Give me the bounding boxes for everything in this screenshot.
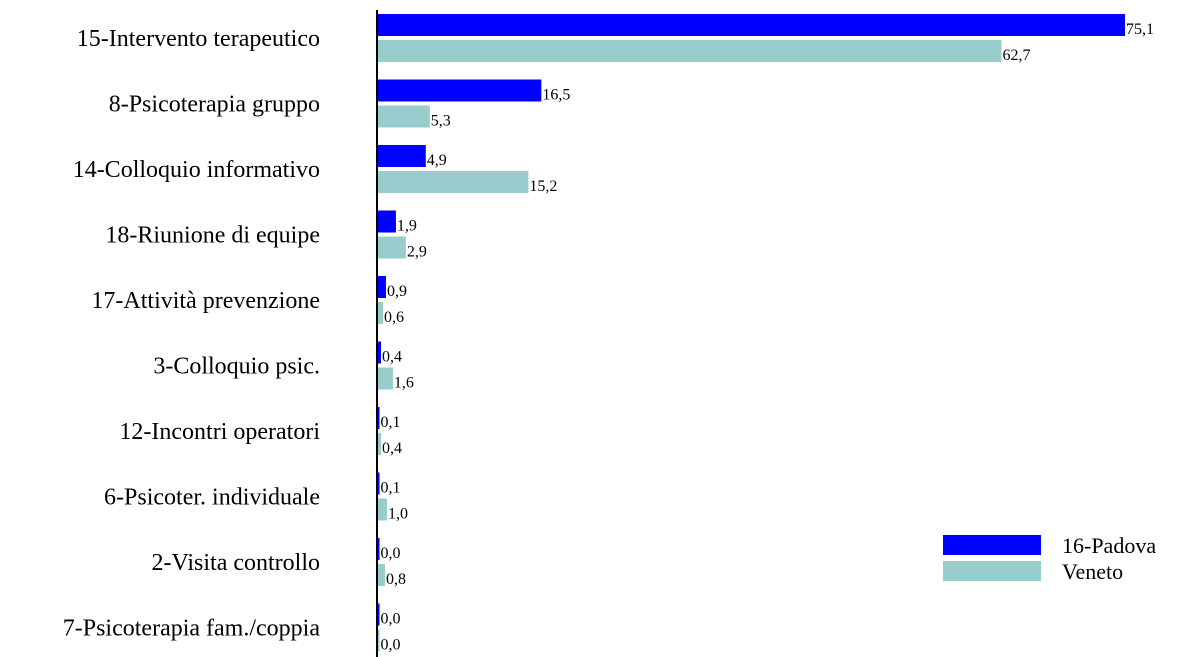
bar-padova [377, 210, 396, 233]
data-label: 0,1 [381, 414, 401, 431]
category-label: 8-Psicoterapia gruppo [109, 92, 320, 118]
bar-veneto [377, 105, 430, 128]
legend-label: Veneto [1062, 559, 1123, 584]
category-label: 2-Visita controllo [151, 550, 320, 576]
data-label: 5,3 [431, 113, 451, 130]
data-label: 62,7 [1002, 47, 1030, 64]
bar-veneto [377, 367, 393, 390]
category-labels: 15-Intervento terapeutico 8-Psicoterapia … [63, 26, 321, 642]
data-label: 1,6 [394, 375, 414, 392]
bar-veneto [377, 629, 380, 652]
bar-padova [377, 14, 1125, 36]
category-label: 14-Colloquio informativo [73, 157, 320, 183]
bar-padova [377, 145, 426, 167]
data-label: 0,9 [387, 283, 407, 300]
data-label: 0,1 [381, 480, 401, 497]
data-label: 0,8 [386, 571, 406, 588]
legend-label: 16-Padova [1062, 533, 1156, 558]
data-label: 15,2 [529, 178, 557, 195]
data-label: 0,6 [384, 309, 404, 326]
bar-veneto [377, 433, 381, 455]
data-label: 0,0 [381, 611, 401, 628]
legend-swatch [943, 535, 1041, 555]
legend-swatch [943, 561, 1041, 581]
value-labels: 75,1 62,7 16,5 5,3 4,9 15,2 1,9 2,9 0,9 0,6 0,4 1,6… [381, 21, 1155, 654]
data-label: 1,0 [388, 506, 408, 523]
data-label: 0,4 [382, 349, 402, 366]
bar-veneto [377, 171, 529, 193]
bar-veneto [377, 302, 383, 324]
data-label: 0,0 [381, 637, 401, 654]
bar-padova [377, 407, 380, 429]
category-label: 12-Incontri operatori [119, 419, 320, 445]
data-label: 1,9 [397, 218, 417, 235]
category-label: 18-Riunione di equipe [105, 223, 320, 249]
bar-veneto [377, 498, 387, 521]
category-label: 3-Colloquio psic. [153, 354, 320, 380]
category-label: 6-Psicoter. individuale [104, 485, 320, 511]
data-label: 16,5 [542, 87, 570, 104]
bar-padova [377, 79, 542, 102]
data-label: 0,0 [381, 545, 401, 562]
bar-padova [377, 538, 380, 560]
data-label: 0,4 [382, 440, 402, 457]
bar-veneto [377, 40, 1002, 62]
bars [377, 14, 1125, 652]
bar-veneto [377, 236, 406, 259]
category-label: 15-Intervento terapeutico [77, 26, 320, 52]
data-label: 4,9 [427, 152, 447, 169]
bar-padova [377, 603, 380, 626]
bar-veneto [377, 564, 385, 586]
category-label: 17-Attività prevenzione [91, 288, 320, 314]
category-label: 7-Psicoterapia fam./coppia [63, 616, 321, 642]
data-label: 2,9 [407, 244, 427, 261]
bar-padova [377, 276, 386, 298]
bar-padova [377, 472, 380, 495]
data-label: 75,1 [1126, 21, 1154, 38]
bar-padova [377, 341, 381, 364]
